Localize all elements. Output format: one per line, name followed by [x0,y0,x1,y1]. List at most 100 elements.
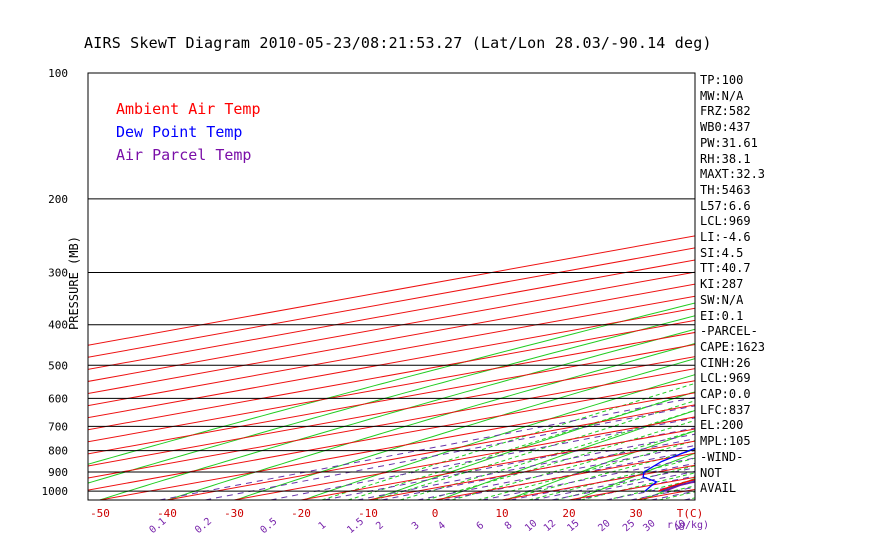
bottom-temp-tick-label: -40 [157,507,177,520]
stability-index: FRZ:582 [700,104,751,119]
mixing-ratio-line [205,405,695,500]
pressure-tick-label: 800 [48,445,68,458]
mixing-ratio-label: 6 [475,520,487,532]
bottom-temp-tick-label: 30 [629,507,642,520]
stability-index: EI:0.1 [700,308,744,323]
y-axis-label: PRESSURE (MB) [67,236,81,330]
dew-point-temp-line [642,447,695,492]
isotherm [88,319,695,431]
isotherms [88,73,870,500]
stability-index: MPL:105 [700,434,751,449]
stability-index: LFC:837 [700,402,751,417]
bottom-temp-tick-label: -30 [224,507,244,520]
isotherm [88,331,695,443]
stability-index: CAPE:1623 [700,339,766,354]
legend-dew-point-temp: Dew Point Temp [116,123,243,141]
stability-index: L57:6.6 [700,198,751,213]
mixing-ratio-label: 0.2 [193,516,214,536]
legend-air-parcel-temp: Air Parcel Temp [116,146,252,164]
mixing-ratio-lines [159,396,695,500]
pressure-tick-label: 400 [48,319,68,332]
mixing-ratio-unit: r(g/kg) [667,520,709,531]
dry-adiabat [847,73,870,500]
mixing-ratio-line [443,450,695,500]
dry-adiabat [507,430,695,500]
dry-adiabat [235,358,695,500]
profiles [642,447,695,492]
isotherm [88,343,695,455]
isotherm [233,416,695,500]
stability-index: TH:5463 [700,182,751,197]
bottom-temp-tick-label: -10 [358,507,378,520]
mixing-ratio-label: 10 [523,518,539,534]
dry-adiabat [439,409,695,500]
stability-index: MW:N/A [700,88,744,103]
stability-index: AVAIL [700,481,737,496]
pressure-tick-label: 300 [48,267,68,280]
stability-index: TP:100 [700,73,744,87]
mixing-ratio-line [270,417,695,500]
stability-index: LCL:969 [700,214,751,229]
stability-index: EL:200 [700,418,744,433]
mixing-ratio-label: 3 [410,520,422,532]
stability-index: LI:-4.6 [700,230,751,244]
isotherm [166,404,695,500]
mixing-ratio-label: 20 [596,518,612,534]
isotherm [837,73,870,500]
moist-adiabat [399,409,695,500]
stability-index: SW:N/A [700,292,744,307]
stability-index: WB0:437 [700,120,751,135]
pressure-tick-label: 900 [48,466,68,479]
stability-index: SI:4.5 [700,245,744,260]
pressure-tick-label: 700 [48,420,68,433]
pressure-tick-label: 100 [48,67,68,80]
moist-adiabat [477,440,695,500]
air-parcel-temp-line [664,481,695,492]
mixing-ratio-label: 4 [436,520,448,532]
stability-index: -PARCEL- [700,324,758,339]
chart-title: AIRS SkewT Diagram 2010-05-23/08:21:53.2… [84,34,712,52]
mixing-ratio-label: 15 [565,518,581,534]
isotherm [88,247,695,358]
mixing-ratio-line [324,427,695,500]
stability-index: LCL:969 [700,371,751,386]
bottom-axis-unit: T(C) [677,507,704,520]
stability-index: PW:31.61 [700,135,758,150]
mixing-ratio-label: 12 [542,518,558,534]
legend-ambient-air-temp: Ambient Air Temp [116,100,261,118]
plot-frame [87,72,696,501]
mixing-ratio-label: 25 [621,518,637,534]
mixing-ratio-label: 8 [503,520,515,532]
mixing-ratio-label: 30 [641,518,657,534]
isotherm [88,380,695,491]
mixing-ratio-label: 2 [374,520,386,532]
isotherm [88,368,695,479]
stability-index: RH:38.1 [700,151,751,166]
stability-index: KI:287 [700,277,744,292]
pressure-tick-label: 500 [48,359,68,372]
mixing-ratio-line [381,438,695,500]
dry-adiabat [371,391,695,500]
mixing-ratio-label: 0.5 [259,516,280,536]
bottom-temp-tick-label: 20 [562,507,575,520]
moist-adiabat [659,491,695,500]
dry-adiabat [575,452,695,500]
moist-adiabat [321,382,695,500]
isotherm [88,283,695,395]
stability-index: MAXT:32.3 [700,167,766,182]
ambient-air-temp-line [658,478,695,492]
isotherm [88,235,695,346]
dry-adiabat [779,73,870,500]
mixing-ratio-label: 1 [317,520,329,532]
bottom-temp-tick-label: 0 [432,507,439,520]
isotherm [770,73,870,500]
stability-index: CAP:0.0 [700,387,751,401]
bottom-temp-tick-label: -50 [90,507,110,520]
stability-index: NOT [700,465,722,480]
stability-index: CINH:26 [700,355,751,370]
moist-adiabat [347,391,695,500]
isotherm [88,356,695,467]
pressure-tick-label: 1000 [42,485,69,498]
isotherm [88,259,695,370]
